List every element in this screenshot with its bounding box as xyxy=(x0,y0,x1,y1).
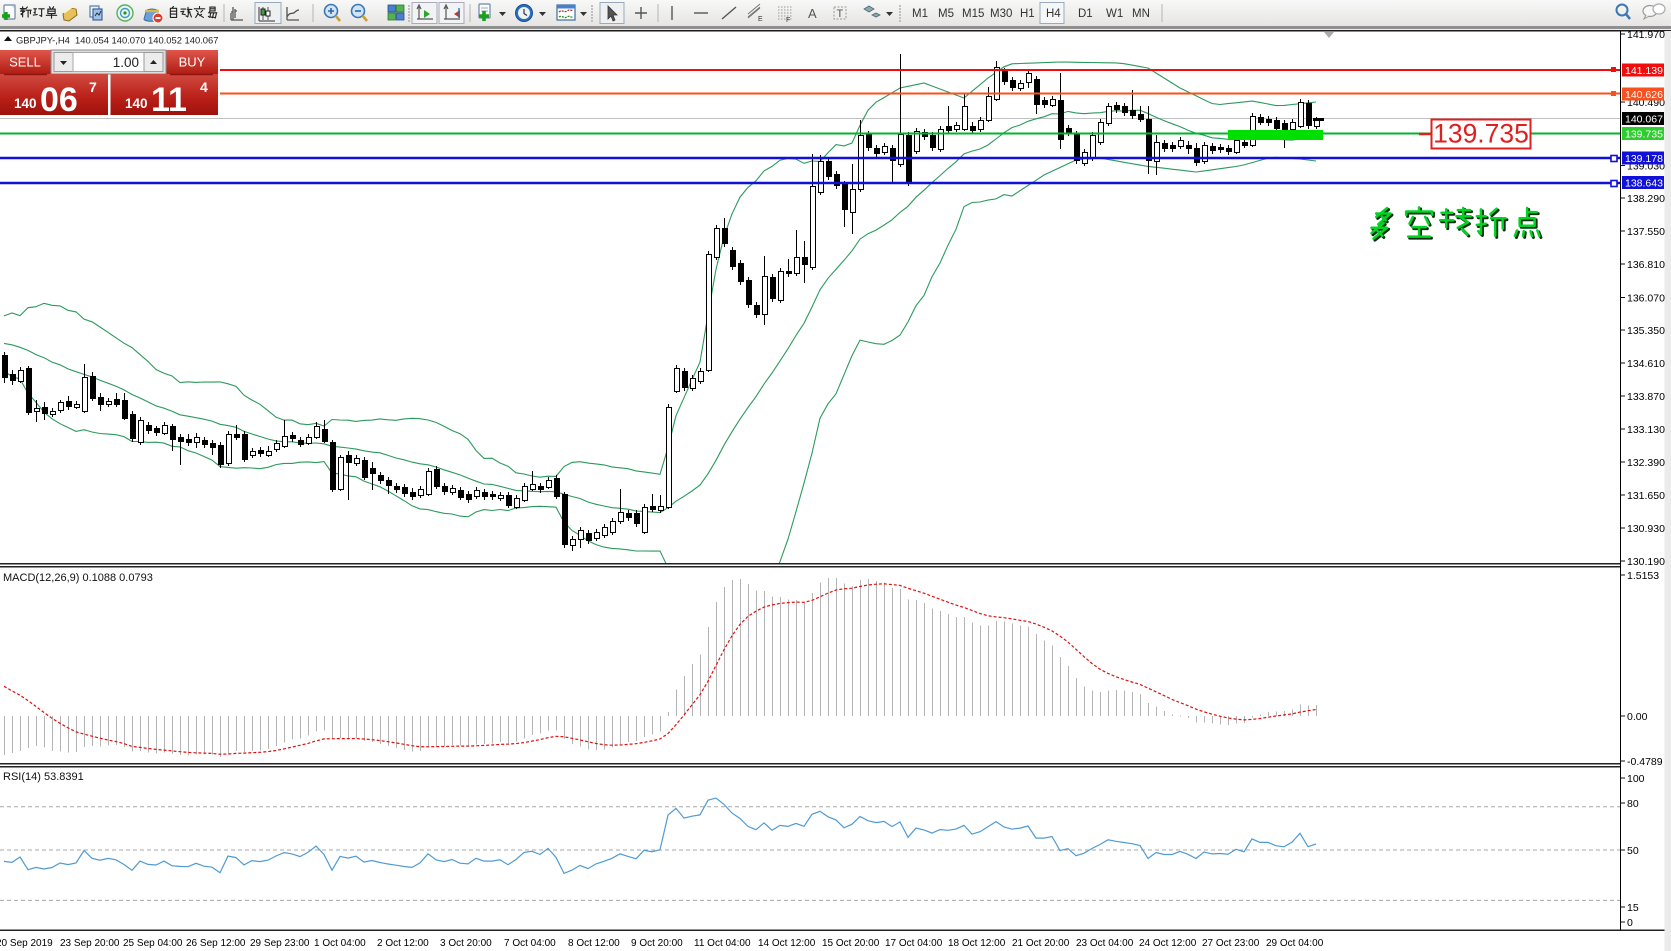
svg-text:140: 140 xyxy=(125,96,148,111)
svg-text:140: 140 xyxy=(14,96,37,111)
svg-text:8 Oct 12:00: 8 Oct 12:00 xyxy=(568,938,620,949)
svg-text:140.067: 140.067 xyxy=(1625,114,1663,126)
svg-text:4: 4 xyxy=(200,79,208,95)
svg-text:131.650: 131.650 xyxy=(1627,490,1665,502)
svg-text:F: F xyxy=(786,17,790,24)
svg-text:23 Oct 04:00: 23 Oct 04:00 xyxy=(1076,938,1134,949)
svg-text:1 Oct 04:00: 1 Oct 04:00 xyxy=(314,938,366,949)
svg-text:11 Oct 04:00: 11 Oct 04:00 xyxy=(694,938,751,949)
svg-text:MN: MN xyxy=(1132,8,1150,20)
svg-text:29 Oct 04:00: 29 Oct 04:00 xyxy=(1266,938,1324,949)
svg-text:0: 0 xyxy=(1627,917,1633,929)
svg-text:A: A xyxy=(808,6,817,21)
svg-text:T: T xyxy=(837,8,844,20)
svg-text:MACD(12,26,9) 0.1088 0.0793: MACD(12,26,9) 0.1088 0.0793 xyxy=(3,572,153,584)
svg-text:M1: M1 xyxy=(912,8,928,20)
svg-text:-0.4789: -0.4789 xyxy=(1627,756,1663,768)
svg-text:2 Oct 12:00: 2 Oct 12:00 xyxy=(377,938,429,949)
svg-text:W1: W1 xyxy=(1106,8,1123,20)
svg-text:H4: H4 xyxy=(1046,8,1061,20)
svg-text:15: 15 xyxy=(1627,902,1639,914)
svg-text:134.610: 134.610 xyxy=(1627,358,1665,370)
svg-text:M15: M15 xyxy=(962,8,984,20)
svg-text:80: 80 xyxy=(1627,798,1639,810)
svg-text:133.130: 133.130 xyxy=(1627,424,1665,436)
svg-text:24 Oct 12:00: 24 Oct 12:00 xyxy=(1139,938,1197,949)
svg-text:7 Oct 04:00: 7 Oct 04:00 xyxy=(504,938,556,949)
svg-text:RSI(14) 53.8391: RSI(14) 53.8391 xyxy=(3,771,84,783)
svg-text:0.00: 0.00 xyxy=(1627,711,1648,723)
svg-text:139.178: 139.178 xyxy=(1625,153,1663,165)
svg-text:138.290: 138.290 xyxy=(1627,193,1665,205)
svg-text:132.390: 132.390 xyxy=(1627,457,1665,469)
svg-text:29 Sep 23:00: 29 Sep 23:00 xyxy=(250,938,310,949)
svg-text:139.735: 139.735 xyxy=(1625,129,1663,141)
svg-text:21 Oct 20:00: 21 Oct 20:00 xyxy=(1012,938,1070,949)
svg-text:SELL: SELL xyxy=(9,55,41,70)
svg-text:BUY: BUY xyxy=(179,55,206,70)
svg-text:27 Oct 23:00: 27 Oct 23:00 xyxy=(1202,938,1260,949)
svg-text:139.735: 139.735 xyxy=(1433,119,1529,149)
svg-text:137.550: 137.550 xyxy=(1627,226,1665,238)
svg-text:141.970: 141.970 xyxy=(1627,29,1665,41)
svg-text:1.5153: 1.5153 xyxy=(1627,570,1659,582)
svg-text:50: 50 xyxy=(1627,845,1639,857)
svg-text:140.626: 140.626 xyxy=(1625,89,1663,101)
svg-text:26 Sep 12:00: 26 Sep 12:00 xyxy=(186,938,246,949)
svg-text:D1: D1 xyxy=(1078,8,1093,20)
svg-text:06: 06 xyxy=(40,81,78,119)
svg-text:H1: H1 xyxy=(1020,8,1035,20)
svg-text:136.070: 136.070 xyxy=(1627,293,1665,305)
svg-text:141.139: 141.139 xyxy=(1625,65,1663,77)
svg-text:133.870: 133.870 xyxy=(1627,391,1665,403)
svg-text:E: E xyxy=(758,16,763,23)
svg-text:11: 11 xyxy=(151,81,187,119)
svg-text:18 Oct 12:00: 18 Oct 12:00 xyxy=(948,938,1006,949)
svg-text:23 Sep 20:00: 23 Sep 20:00 xyxy=(60,938,120,949)
svg-text:130.190: 130.190 xyxy=(1627,556,1665,568)
svg-text:25 Sep 04:00: 25 Sep 04:00 xyxy=(123,938,183,949)
svg-text:130.930: 130.930 xyxy=(1627,523,1665,535)
svg-text:M5: M5 xyxy=(938,8,954,20)
svg-text:138.643: 138.643 xyxy=(1625,178,1663,190)
svg-text:100: 100 xyxy=(1627,773,1645,785)
svg-text:M30: M30 xyxy=(990,8,1012,20)
svg-text:136.810: 136.810 xyxy=(1627,259,1665,271)
svg-text:17 Oct 04:00: 17 Oct 04:00 xyxy=(885,938,943,949)
svg-text:GBPJPY-,H4 140.054 140.070 14: GBPJPY-,H4 140.054 140.070 140.052 140.0… xyxy=(16,35,218,46)
svg-text:20 Sep 2019: 20 Sep 2019 xyxy=(0,938,53,949)
svg-text:14 Oct 12:00: 14 Oct 12:00 xyxy=(758,938,816,949)
svg-text:7: 7 xyxy=(89,79,97,95)
svg-text:9 Oct 20:00: 9 Oct 20:00 xyxy=(631,938,683,949)
svg-text:15 Oct 20:00: 15 Oct 20:00 xyxy=(822,938,880,949)
svg-text:3 Oct 20:00: 3 Oct 20:00 xyxy=(440,938,492,949)
svg-text:135.350: 135.350 xyxy=(1627,325,1665,337)
svg-text:1.00: 1.00 xyxy=(113,55,139,70)
